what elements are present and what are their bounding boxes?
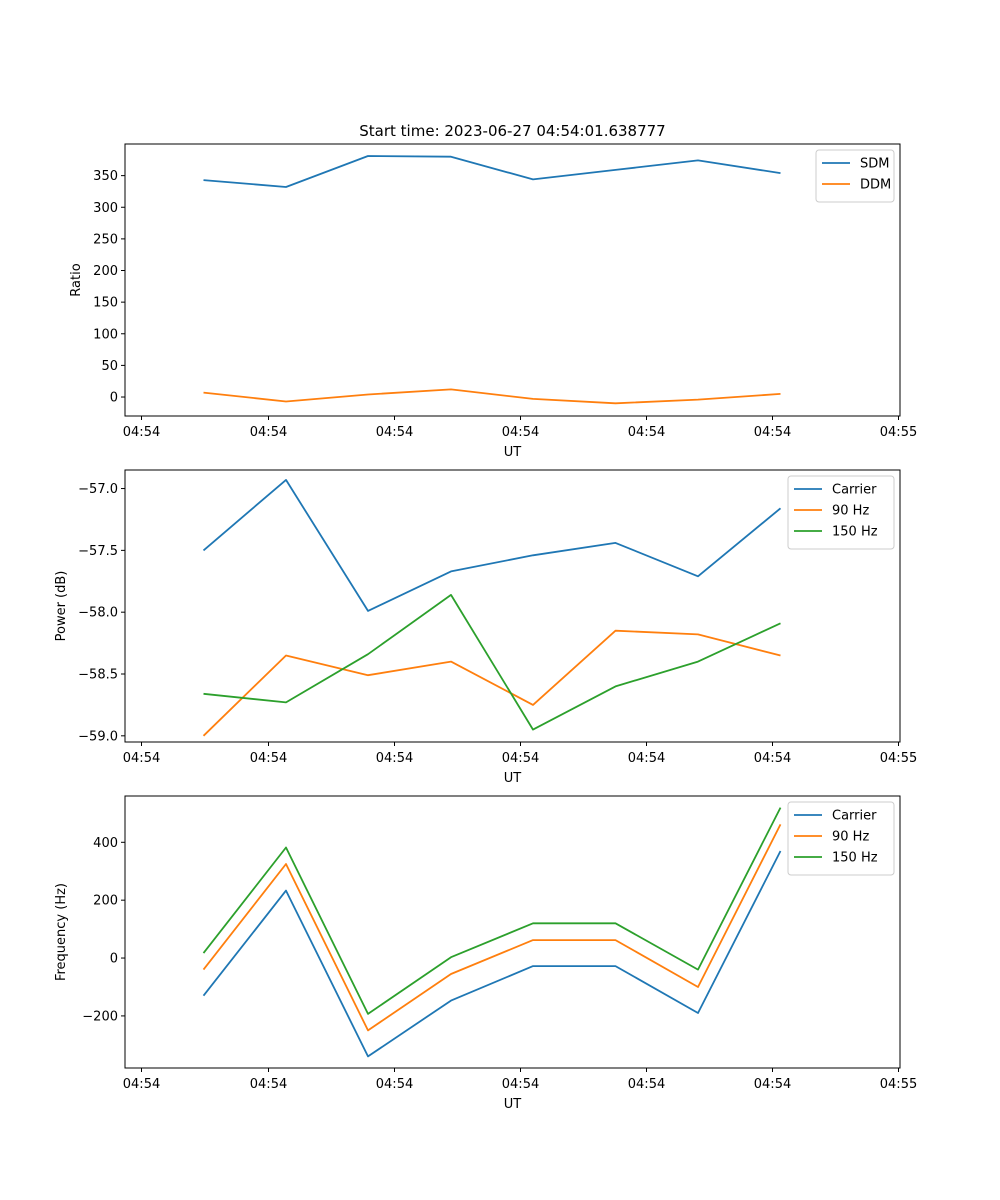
x-tick-label: 04:54 bbox=[754, 425, 791, 440]
x-tick-label: 04:55 bbox=[880, 751, 917, 766]
x-tick-label: 04:54 bbox=[502, 751, 539, 766]
y-tick-label: 350 bbox=[93, 169, 118, 184]
y-tick-label: −58.0 bbox=[78, 606, 118, 621]
legend: SDM DDM bbox=[815, 149, 895, 203]
series-line-carrier bbox=[202, 478, 782, 612]
y-tick-label: 250 bbox=[93, 232, 118, 247]
plot-frame bbox=[124, 795, 901, 1069]
series-line-90-hz bbox=[202, 629, 781, 737]
legend-label: Carrier bbox=[832, 809, 877, 824]
series-line-carrier bbox=[202, 850, 782, 1058]
y-tick-label: 0 bbox=[110, 391, 118, 406]
chart-panel-2: 04:54 04:54 04:54 04:54 04:54 04:54 04:55 UT −59… bbox=[54, 469, 917, 786]
x-tick-label: 04:55 bbox=[880, 1077, 917, 1092]
y-tick-label: −57.0 bbox=[78, 482, 118, 497]
x-tick-label: 04:54 bbox=[754, 1077, 791, 1092]
x-tick-label: 04:54 bbox=[376, 751, 413, 766]
y-tick-label: 150 bbox=[93, 296, 118, 311]
legend-label: Carrier bbox=[832, 483, 877, 498]
plot-frame bbox=[124, 469, 901, 743]
legend-label: 150 Hz bbox=[832, 851, 878, 866]
x-tick-label: 04:54 bbox=[754, 751, 791, 766]
legend: Carrier 90 Hz 150 Hz bbox=[787, 801, 895, 876]
x-tick-label: 04:55 bbox=[880, 425, 917, 440]
legend-label: 90 Hz bbox=[832, 830, 869, 845]
x-tick-label: 04:54 bbox=[376, 1077, 413, 1092]
plots: 04:54 04:54 04:54 04:54 04:54 04:54 04:55 UT 0 50… bbox=[54, 143, 917, 1112]
plot-frame bbox=[124, 143, 901, 417]
x-tick-label: 04:54 bbox=[123, 1077, 160, 1092]
y-tick-label: 400 bbox=[93, 836, 118, 851]
chart-panel-3: 04:54 04:54 04:54 04:54 04:54 04:54 04:55 UT −20… bbox=[54, 795, 917, 1112]
y-tick-label: −58.5 bbox=[78, 668, 118, 683]
y-tick-label: 50 bbox=[101, 359, 118, 374]
legend-label: DDM bbox=[860, 178, 891, 193]
x-tick-label: 04:54 bbox=[502, 425, 539, 440]
y-axis-label: Ratio bbox=[69, 263, 84, 296]
y-tick-label: 100 bbox=[93, 327, 118, 342]
series-line-ddm bbox=[203, 388, 781, 405]
x-tick-label: 04:54 bbox=[123, 425, 160, 440]
x-tick-label: 04:54 bbox=[502, 1077, 539, 1092]
figure-title: Start time: 2023-06-27 04:54:01.638777 bbox=[359, 122, 665, 140]
legend-label: 90 Hz bbox=[832, 504, 869, 519]
series-line-90-hz bbox=[202, 823, 782, 1032]
series-line-sdm bbox=[203, 155, 781, 188]
y-tick-label: −200 bbox=[82, 1009, 118, 1024]
y-tick-label: 0 bbox=[110, 952, 118, 967]
x-tick-label: 04:54 bbox=[628, 751, 665, 766]
x-tick-label: 04:54 bbox=[250, 751, 287, 766]
legend-label: SDM bbox=[860, 157, 889, 172]
chart-panel-1: 04:54 04:54 04:54 04:54 04:54 04:54 04:55 UT 0 50… bbox=[69, 143, 917, 460]
x-tick-label: 04:54 bbox=[628, 1077, 665, 1092]
legend: Carrier 90 Hz 150 Hz bbox=[787, 475, 895, 550]
x-axis-label: UT bbox=[504, 445, 522, 460]
legend-label: 150 Hz bbox=[832, 525, 878, 540]
y-tick-label: 200 bbox=[93, 264, 118, 279]
y-tick-label: 300 bbox=[93, 201, 118, 216]
x-tick-label: 04:54 bbox=[123, 751, 160, 766]
x-axis-label: UT bbox=[504, 771, 522, 786]
x-tick-label: 04:54 bbox=[250, 425, 287, 440]
x-tick-label: 04:54 bbox=[628, 425, 665, 440]
series-line-150-hz bbox=[202, 807, 782, 1015]
y-axis-label: Power (dB) bbox=[54, 571, 69, 642]
x-tick-label: 04:54 bbox=[376, 425, 413, 440]
x-tick-label: 04:54 bbox=[250, 1077, 287, 1092]
x-axis-label: UT bbox=[504, 1097, 522, 1112]
y-axis-label: Frequency (Hz) bbox=[54, 883, 69, 981]
y-tick-label: 200 bbox=[93, 894, 118, 909]
series-line-150-hz bbox=[203, 594, 781, 731]
y-tick-label: −59.0 bbox=[78, 729, 118, 744]
y-tick-label: −57.5 bbox=[78, 544, 118, 559]
